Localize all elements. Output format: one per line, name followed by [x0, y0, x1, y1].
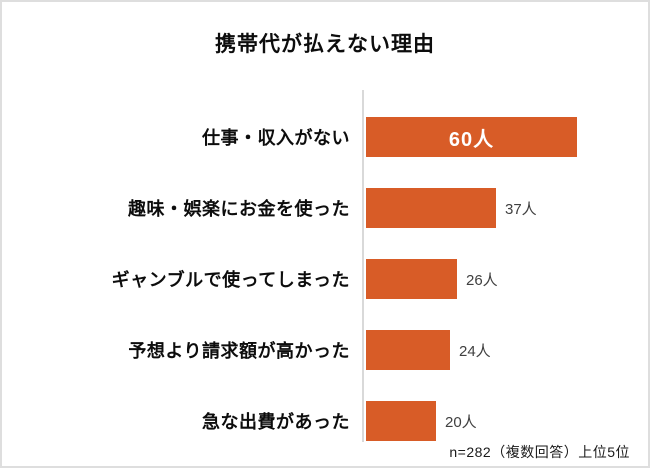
bar-row: 仕事・収入がない 60人	[2, 117, 648, 157]
bar	[366, 259, 457, 299]
bar	[366, 188, 496, 228]
bar	[366, 330, 450, 370]
bar-row: 急な出費があった 20人	[2, 401, 648, 441]
bar-row: ギャンブルで使ってしまった 26人	[2, 259, 648, 299]
value-label-outside: 26人	[466, 271, 498, 289]
sample-size-note: n=282（複数回答）上位5位	[449, 444, 630, 460]
value-label-outside: 20人	[445, 413, 477, 431]
category-axis-line	[362, 90, 364, 442]
category-label: ギャンブルで使ってしまった	[111, 270, 350, 290]
chart-title: 携帯代が払えない理由	[215, 33, 435, 56]
bar-row: 趣味・娯楽にお金を使った 37人	[2, 188, 648, 228]
category-label: 仕事・収入がない	[202, 128, 350, 148]
bar: 60人	[366, 117, 577, 157]
bar	[366, 401, 436, 441]
value-label-outside: 37人	[505, 200, 537, 218]
value-label-inside: 60人	[448, 128, 495, 151]
category-label: 急な出費があった	[202, 412, 350, 432]
bar-row: 予想より請求額が高かった 24人	[2, 330, 648, 370]
category-label: 趣味・娯楽にお金を使った	[128, 199, 350, 219]
value-label-outside: 24人	[459, 342, 491, 360]
category-label: 予想より請求額が高かった	[128, 341, 350, 361]
